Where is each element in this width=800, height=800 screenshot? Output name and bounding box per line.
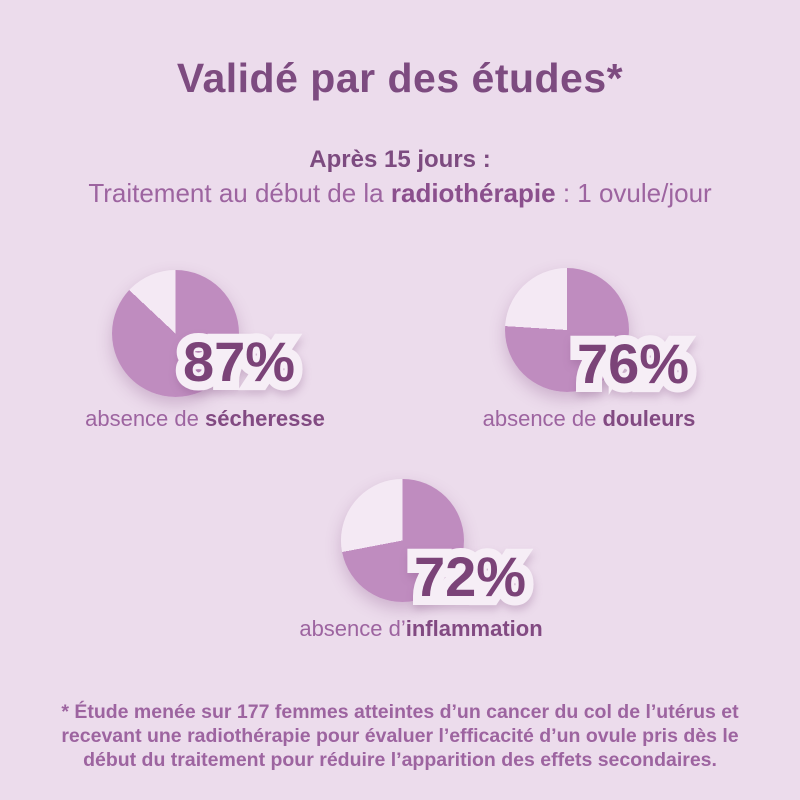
percent-value-secheresse: 87% 87% (174, 324, 304, 400)
footnote-line: * Étude menée sur 177 femmes atteintes d… (61, 701, 739, 723)
pie-chart-inflammation (341, 479, 464, 602)
pie-label-douleurs: absence de douleurs (483, 406, 696, 432)
pie-label-emphasis: inflammation (405, 616, 543, 641)
pie-label-prefix: absence d’ (299, 616, 406, 641)
footnote-line: début du traitement pour réduire l’appar… (83, 749, 717, 771)
subtitle-treatment-emphasis: radiothérapie (390, 178, 556, 208)
pie-label-prefix: absence de (482, 406, 603, 431)
pie-label-emphasis: sécheresse (204, 406, 325, 431)
footnote-line: recevant une radiothérapie pour évaluer … (61, 725, 739, 747)
percent-halo: 87% (174, 324, 304, 400)
subtitle-treatment: Traitement au début de la radiothérapie … (0, 178, 800, 209)
subtitle-duration: Après 15 jours : (309, 146, 491, 173)
pie-label-secheresse: absence de sécheresse (85, 406, 325, 432)
subtitle-treatment-suffix: : 1 ovule/jour (555, 178, 712, 208)
pie-label-emphasis: douleurs (602, 406, 696, 431)
page-title: Validé par des études* (176, 55, 624, 101)
pie-label-prefix: absence de (85, 406, 205, 431)
percent-halo: 76% (568, 326, 698, 402)
pie-chart-secheresse (112, 270, 239, 397)
study-footnote: * Étude menée sur 177 femmes atteintes d… (0, 700, 800, 772)
subtitle-treatment-prefix: Traitement au début de la (88, 178, 391, 208)
percent-halo: 72% (405, 539, 535, 615)
pie-label-inflammation: absence d’inflammation (299, 616, 542, 642)
pie-chart-douleurs (505, 268, 629, 392)
percent-value-douleurs: 76% 76% (568, 326, 698, 402)
percent-value-inflammation: 72% 72% (405, 539, 535, 615)
